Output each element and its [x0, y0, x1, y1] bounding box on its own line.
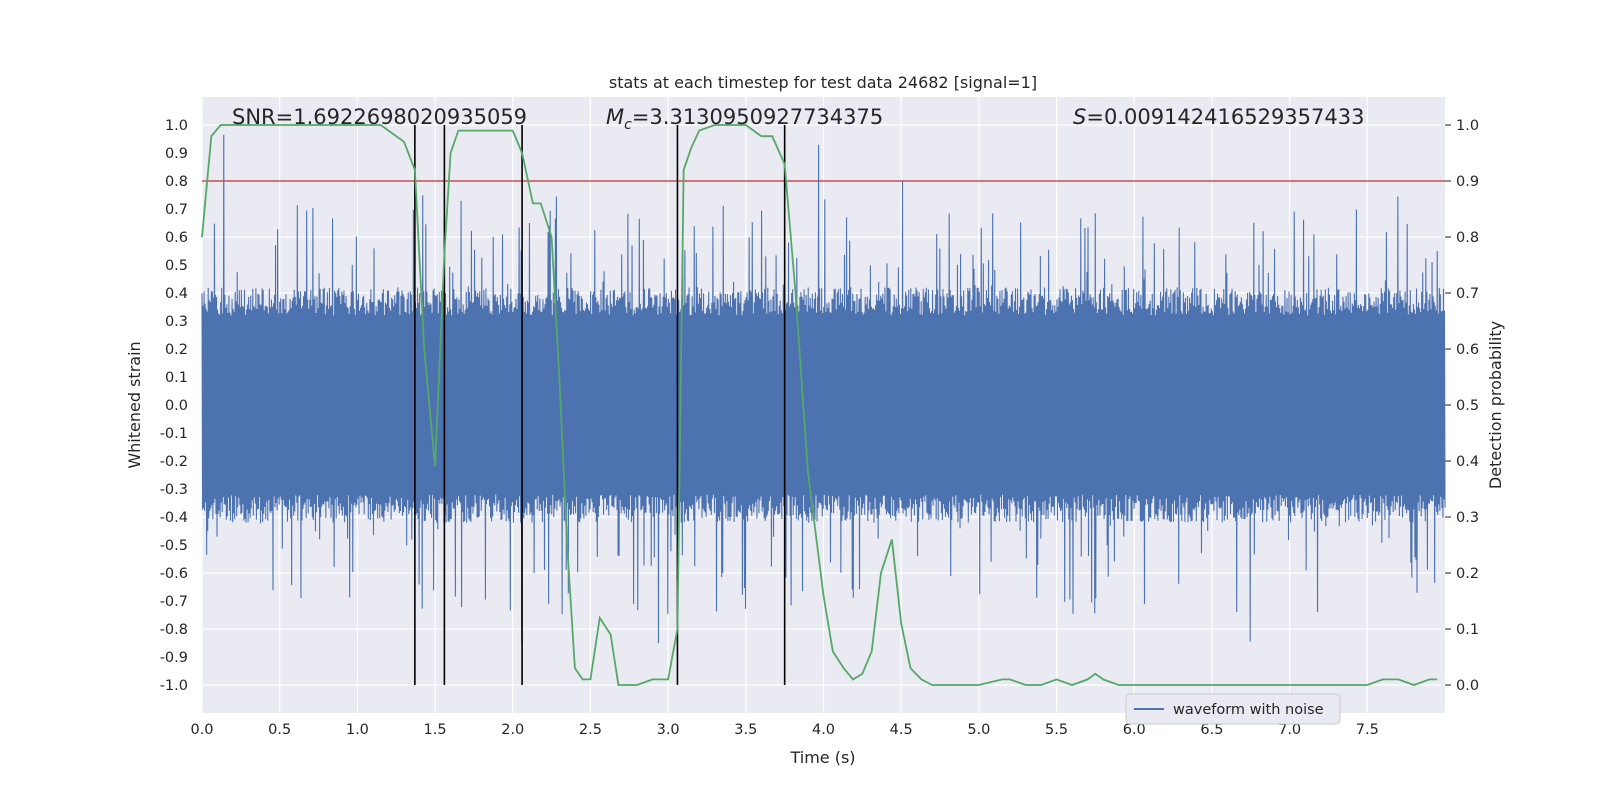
y-tick-label-1: -0.9	[160, 650, 188, 666]
y-tick-label-19: 0.9	[165, 146, 188, 162]
y-tick-label-right-3: 0.3	[1456, 510, 1479, 526]
probability-series-line	[201, 124, 1438, 686]
x-tick-label-11: 5.5	[1045, 722, 1068, 738]
y-tick-label-right-6: 0.6	[1456, 342, 1479, 358]
s-annotation: S=0.009142416529357433	[1073, 105, 1364, 129]
strain-series-group	[201, 134, 1446, 644]
chirp-mass-symbol: M	[606, 105, 624, 129]
y-tick-label-3: -0.7	[160, 594, 188, 610]
x-tick-label-7: 3.5	[734, 722, 757, 738]
x-tick-label-14: 7.0	[1278, 722, 1301, 738]
y-tick-label-right-2: 0.2	[1456, 566, 1479, 582]
y-tick-label-5: -0.5	[160, 538, 188, 554]
chirp-mass-value: =3.3130950927734375	[632, 105, 883, 129]
y-tick-label-20: 1.0	[165, 118, 188, 134]
x-tick-label-9: 4.5	[890, 722, 913, 738]
y-tick-label-right-5: 0.5	[1456, 398, 1479, 414]
chirp-mass-annotation: Mc=3.3130950927734375	[606, 105, 883, 133]
legend-box	[1125, 693, 1341, 725]
y-tick-label-7: -0.3	[160, 482, 188, 498]
y-tick-label-10: 0.0	[165, 398, 188, 414]
strain-series-line	[201, 134, 1446, 644]
y-tick-label-9: -0.1	[160, 426, 188, 442]
y-tick-label-13: 0.3	[165, 314, 188, 330]
y-tick-label-right-7: 0.7	[1456, 286, 1479, 302]
x-tick-label-4: 2.0	[501, 722, 524, 738]
y-tick-label-0: -1.0	[160, 678, 188, 694]
x-tick-label-15: 7.5	[1356, 722, 1379, 738]
y-ticks-left: -1.0 -0.9 -0.8 -0.7 -0.6 -0.5 -0.4 -0.3 -0.2 -0.1…	[160, 118, 188, 694]
y-tick-label-15: 0.5	[165, 258, 188, 274]
chart-title: stats at each timestep for test data 246…	[609, 73, 1037, 92]
y-axis-label-right: Detection probability	[1486, 321, 1505, 489]
x-tick-label-5: 2.5	[579, 722, 602, 738]
x-axis-label: Time (s)	[789, 748, 855, 767]
x-tick-label-6: 3.0	[657, 722, 680, 738]
y-tick-label-12: 0.2	[165, 342, 188, 358]
snr-annotation: SNR=1.6922698020935059	[232, 105, 527, 129]
y-tick-label-16: 0.6	[165, 230, 188, 246]
x-tick-label-12: 6.0	[1123, 722, 1146, 738]
x-ticks: 0.0 0.5 1.0 1.5 2.0 2.5 3.0 3.5 4.0 4.5 5.0 5.5 6.0 6…	[190, 722, 1378, 738]
y-tick-label-right-0: 0.0	[1456, 678, 1479, 694]
y-tick-label-6: -0.4	[160, 510, 188, 526]
y-tick-label-right-4: 0.4	[1456, 454, 1479, 470]
x-tick-label-13: 6.5	[1200, 722, 1223, 738]
y-tick-label-right-9: 0.9	[1456, 174, 1479, 190]
y-tick-label-18: 0.8	[165, 174, 188, 190]
x-tick-label-3: 1.5	[424, 722, 447, 738]
y-tick-label-right-10: 1.0	[1456, 118, 1479, 134]
chirp-mass-subscript: c	[624, 117, 632, 133]
x-tick-label-0: 0.0	[190, 722, 213, 738]
y-tick-label-4: -0.6	[160, 566, 188, 582]
legend-label: waveform with noise	[1173, 702, 1324, 718]
y-tick-label-8: -0.2	[160, 454, 188, 470]
s-value: =0.009142416529357433	[1086, 105, 1364, 129]
vlines-group	[414, 125, 786, 685]
y-tick-label-11: 0.1	[165, 370, 188, 386]
probability-series-group	[201, 124, 1438, 686]
x-tick-label-10: 5.0	[967, 722, 990, 738]
x-tick-label-1: 0.5	[268, 722, 291, 738]
y-tick-label-right-8: 0.8	[1456, 230, 1479, 246]
y-tick-label-17: 0.7	[165, 202, 188, 218]
y-tick-label-14: 0.4	[165, 286, 188, 302]
y-axis-label: Whitened strain	[125, 341, 144, 468]
x-tick-label-8: 4.0	[812, 722, 835, 738]
y-tick-label-right-1: 0.1	[1456, 622, 1479, 638]
legend: waveform with noise	[1125, 693, 1341, 725]
y-tick-label-2: -0.8	[160, 622, 188, 638]
y-ticks-right: 0.0 0.1 0.2 0.3 0.4 0.5 0.6 0.7 0.8 0.9 1.0	[1445, 118, 1479, 694]
s-symbol: S	[1073, 105, 1086, 129]
x-tick-label-2: 1.0	[346, 722, 369, 738]
